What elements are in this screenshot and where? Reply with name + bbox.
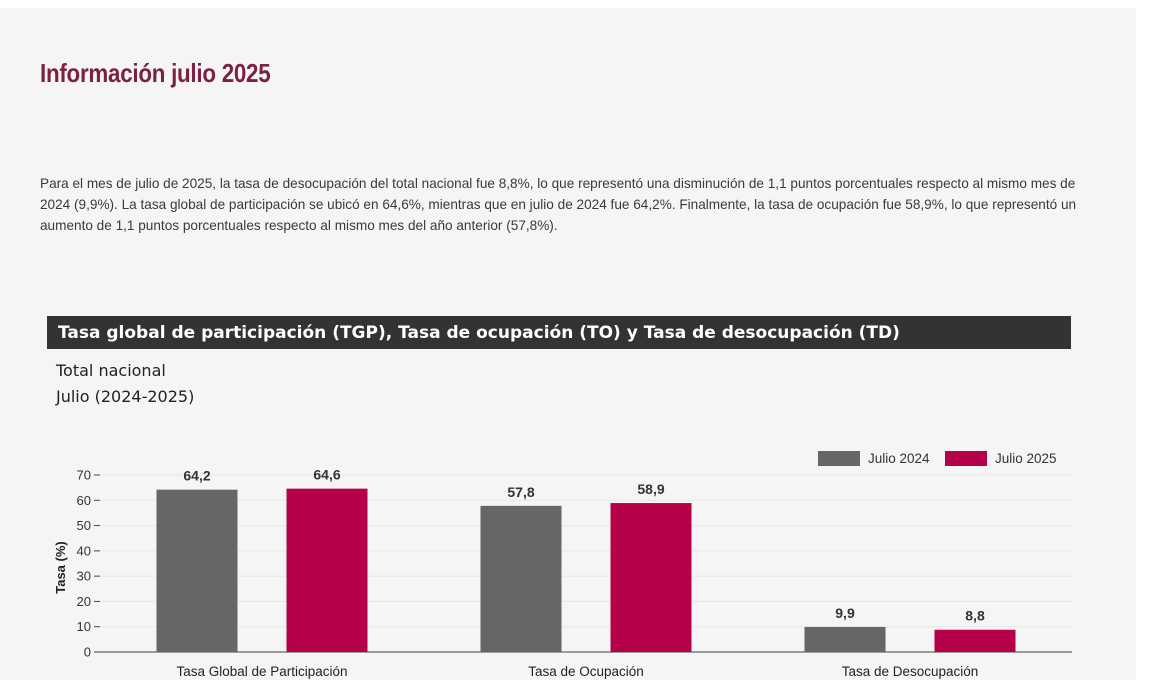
y-axis-label: Tasa (%) [53, 541, 68, 594]
y-tick-label: 50 [77, 518, 91, 533]
x-tick-label: Tasa de Ocupación [528, 664, 644, 679]
y-tick-label: 0 [84, 645, 91, 660]
legend-swatch [818, 451, 860, 466]
bar [480, 505, 562, 652]
legend-label: Julio 2024 [868, 451, 930, 466]
bar [804, 626, 886, 652]
y-tick-label: 30 [77, 569, 91, 584]
data-label: 8,8 [965, 608, 985, 624]
y-tick-label: 40 [77, 543, 91, 558]
page-title: Información julio 2025 [40, 58, 271, 88]
chart-subtitle-scope: Total nacional [56, 361, 166, 380]
legend-swatch [945, 451, 987, 466]
x-tick-label: Tasa de Desocupación [842, 664, 979, 679]
data-label: 64,6 [313, 467, 340, 483]
chart-title: Tasa global de participación (TGP), Tasa… [58, 323, 900, 343]
data-label: 57,8 [507, 484, 534, 500]
summary-paragraph: Para el mes de julio de 2025, la tasa de… [40, 176, 1077, 233]
bar [286, 488, 368, 652]
bar [156, 489, 238, 652]
bar [934, 629, 1016, 652]
data-label: 64,2 [183, 468, 210, 484]
y-tick-label: 70 [77, 468, 91, 483]
bar-chart: 0 10 20 30 40 50 60 70 Tasa (%) 64,2 64,6 Tasa Glob… [53, 451, 1072, 679]
legend-label: Julio 2025 [995, 451, 1057, 466]
bar [610, 503, 692, 652]
data-label: 9,9 [835, 605, 855, 621]
x-tick-label: Tasa Global de Participación [176, 664, 347, 679]
y-tick-label: 60 [77, 493, 91, 508]
data-label: 58,9 [637, 481, 664, 497]
chart-subtitle-period: Julio (2024-2025) [56, 387, 195, 406]
y-tick-label: 10 [77, 619, 91, 634]
chart-title-banner: Tasa global de participación (TGP), Tasa… [47, 316, 1071, 349]
y-tick-label: 20 [77, 594, 91, 609]
